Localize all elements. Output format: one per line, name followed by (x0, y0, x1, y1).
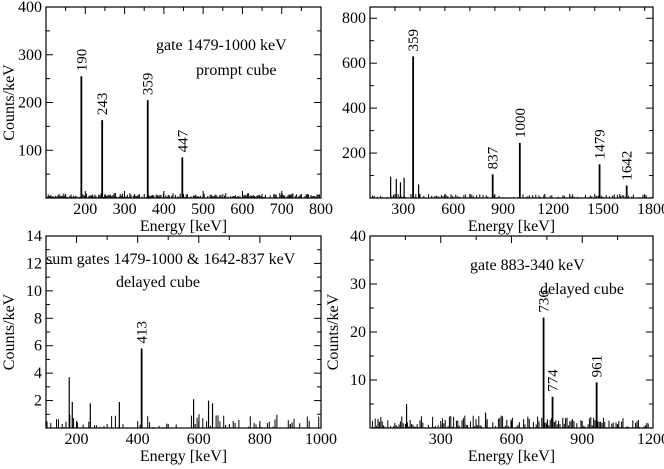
chart-panel-1: 190 243 359 447 200 300 400 500 600 700 800 100 200 3… (1, 0, 333, 235)
x-tick-label: 1200 (537, 201, 569, 218)
annotation-text: gate 883-340 keV (470, 257, 585, 274)
x-tick-label: 1800 (637, 201, 664, 218)
peak-label-774: 774 (546, 369, 562, 392)
peak-label-1000: 1000 (513, 108, 529, 138)
chart-panel-4: 736 774 961 300 600 900 1200 10 20 30 40 Energy [ke… (325, 228, 664, 465)
x-tick-label: 400 (126, 431, 150, 448)
plot-frame (45, 6, 322, 199)
x-tick-label: 800 (248, 431, 272, 448)
peak-label-961: 961 (590, 355, 606, 378)
x-tick-label: 300 (113, 201, 137, 218)
y-tick-label: 300 (18, 47, 42, 64)
y-axis-label: Counts/keV (1, 293, 18, 370)
peak-label-359: 359 (406, 29, 422, 52)
x-axis-label: Energy [keV] (140, 448, 227, 465)
y-tick-label: 200 (342, 145, 366, 162)
x-tick-label: 200 (65, 431, 89, 448)
y-tick-label: 200 (18, 95, 42, 112)
peak-label-837: 837 (486, 146, 502, 169)
x-tick-label: 300 (391, 201, 415, 218)
peak-label-243: 243 (95, 93, 111, 116)
peak-label-736: 736 (537, 290, 553, 313)
x-axis-label: Energy [keV] (468, 448, 555, 465)
annotation-text: delayed cube (540, 281, 624, 298)
x-tick-label: 600 (230, 201, 254, 218)
y-tick-label: 10 (350, 372, 366, 389)
peak-label-1642: 1642 (620, 151, 636, 181)
x-tick-label: 200 (73, 201, 97, 218)
x-tick-label: 1000 (305, 431, 337, 448)
x-tick-label: 1200 (637, 431, 664, 448)
y-tick-label: 20 (350, 324, 366, 341)
peak-label-190: 190 (74, 49, 90, 72)
x-tick-label: 800 (309, 201, 333, 218)
y-tick-label: 12 (26, 255, 42, 272)
peak-label-1479: 1479 (593, 129, 609, 159)
x-tick-label: 500 (191, 201, 215, 218)
x-tick-label: 700 (270, 201, 294, 218)
plot-frame (369, 6, 654, 199)
y-tick-label: 600 (342, 55, 366, 72)
annotation-text: prompt cube (196, 62, 276, 79)
x-tick-label: 900 (491, 201, 515, 218)
annotation-text: gate 1479-1000 keV (156, 37, 287, 54)
y-tick-label: 400 (18, 0, 42, 16)
x-tick-label: 1500 (587, 201, 619, 218)
y-tick-label: 4 (34, 365, 42, 382)
annotation-text: sum gates 1479-1000 & 1642-837 keV (46, 251, 296, 268)
y-tick-label: 6 (34, 338, 42, 355)
chart-panel-2: 359 837 1000 1479 1642 300 600 900 1200 1500 1800 2… (342, 6, 664, 235)
peak-label-447: 447 (175, 129, 191, 152)
y-tick-label: 2 (34, 393, 42, 410)
noise-spectrum (46, 414, 320, 428)
chart-panel-3: 413 200 400 600 800 1000 2 4 6 8 10 12 14 Energy [keV… (1, 228, 337, 465)
x-tick-label: 600 (441, 201, 465, 218)
y-tick-label: 400 (342, 100, 366, 117)
y-tick-label: 8 (34, 310, 42, 327)
x-tick-label: 900 (570, 431, 594, 448)
x-axis-label: Energy [keV] (468, 218, 555, 235)
x-axis-label: Energy [keV] (140, 218, 227, 235)
x-tick-label: 600 (187, 431, 211, 448)
x-tick-label: 600 (500, 431, 524, 448)
y-tick-label: 100 (18, 142, 42, 159)
peak-label-413: 413 (135, 321, 151, 344)
y-tick-label: 10 (26, 283, 42, 300)
annotation-text: delayed cube (116, 274, 200, 291)
y-tick-label: 14 (26, 228, 42, 245)
y-tick-label: 40 (350, 228, 366, 245)
y-tick-label: 30 (350, 276, 366, 293)
x-tick-label: 300 (429, 431, 453, 448)
y-axis-label: Counts/keV (325, 293, 342, 370)
peak-label-359: 359 (141, 73, 157, 96)
x-tick-label: 400 (152, 201, 176, 218)
y-axis-label: Counts/keV (1, 64, 18, 141)
y-tick-label: 800 (342, 10, 366, 27)
